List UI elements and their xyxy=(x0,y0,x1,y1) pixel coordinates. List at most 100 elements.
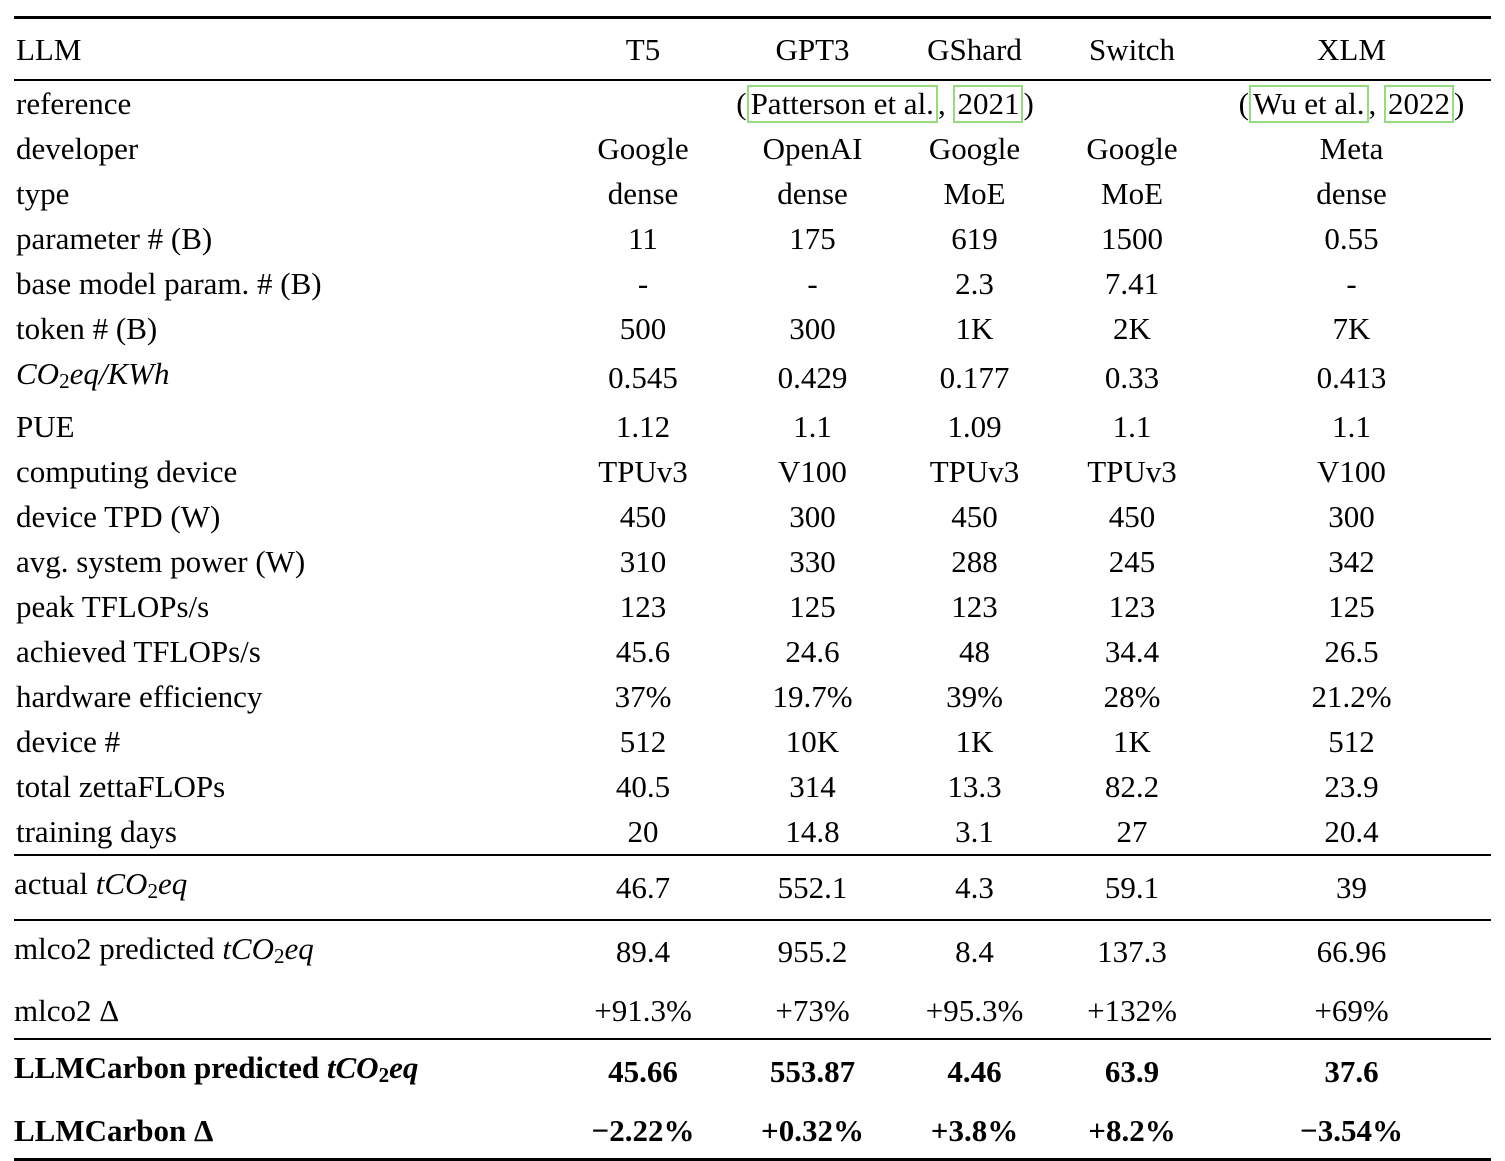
label-segment: base model param. # (B) xyxy=(16,266,322,301)
row-label: type xyxy=(14,171,558,216)
row-label: actual tCO2eq xyxy=(14,855,558,920)
label-segment: tCO xyxy=(95,865,148,901)
cell-value: V100 xyxy=(778,453,847,489)
cell-value: 553.87 xyxy=(769,1054,856,1090)
cell-value: 40.5 xyxy=(615,768,671,804)
citation-wu-2022-authors-link[interactable]: Wu et al. xyxy=(1248,85,1369,124)
label-segment: hardware efficiency xyxy=(16,678,263,714)
row-label: device TPD (W) xyxy=(14,494,558,539)
cell-value: - xyxy=(1346,266,1357,301)
cell-value: 450 xyxy=(619,498,667,534)
cell-value: 0.55 xyxy=(1324,221,1379,256)
table-row: CO2eq/KWh 0.545 0.429 0.177 0.33 0.413 xyxy=(14,351,1491,404)
table-row: type dense dense MoE MoE dense xyxy=(14,171,1491,216)
table-row: base model param. # (B) - - 2.3 7.41 - xyxy=(14,261,1491,306)
cell-value: +73% xyxy=(775,993,850,1029)
table-row: mlco2 Δ +91.3% +73% +95.3% +132% +69% xyxy=(14,983,1491,1039)
cell-value: TPUv3 xyxy=(929,453,1020,489)
cell-value: dense xyxy=(1316,176,1387,211)
cell-value: 39 xyxy=(1336,869,1367,905)
cell-value: 1.1 xyxy=(793,408,832,444)
citation-wu-2022-year-link[interactable]: 2022 xyxy=(1384,85,1454,124)
row-label: LLMCarbon Δ xyxy=(14,1103,558,1160)
cell-value: 245 xyxy=(1108,543,1156,579)
section-llmcarbon: LLMCarbon predicted tCO2eq 45.66 553.87 4.4… xyxy=(14,1039,1491,1160)
cell-value: 24.6 xyxy=(785,633,840,669)
label-segment: peak TFLOPs/s xyxy=(16,588,210,624)
cell-value: - xyxy=(637,266,649,301)
label-segment: achieved TFLOPs/s xyxy=(16,633,261,669)
table-row: reference (Patterson et al., 2021)(Wu et … xyxy=(14,80,1491,126)
column-header-xlm: XLM xyxy=(1317,32,1386,67)
cell-value: 1.12 xyxy=(615,408,671,444)
cell-value: 46.7 xyxy=(615,869,671,905)
header-row: LLM T5 GPT3 GShard Switch XLM xyxy=(14,17,1491,80)
cell-value: 1K xyxy=(955,311,994,346)
citation-patterson-2021-year-link[interactable]: 2021 xyxy=(953,85,1024,124)
label-segment: eq/KWh xyxy=(69,356,170,391)
row-label: peak TFLOPs/s xyxy=(14,584,558,629)
cell-value: +69% xyxy=(1314,993,1389,1029)
cell-value: 1.1 xyxy=(1332,408,1371,444)
label-segment: device TPD (W) xyxy=(16,498,221,534)
cell-value: 27 xyxy=(1116,813,1148,849)
table-row: actual tCO2eq 46.7 552.1 4.3 59.1 39 xyxy=(14,855,1491,920)
table-row: developer Google OpenAI Google Google Meta xyxy=(14,126,1491,171)
label-segment: mlco2 Δ xyxy=(14,993,120,1029)
label-segment: tCO xyxy=(326,1050,379,1086)
cell-value: 89.4 xyxy=(615,934,671,970)
cell-value: 19.7% xyxy=(772,678,853,714)
cell-value: 8.4 xyxy=(955,934,994,970)
cell-value: 20 xyxy=(627,813,659,849)
table-row: total zettaFLOPs 40.5 314 13.3 82.2 23.9 xyxy=(14,764,1491,809)
cell-value: 1.09 xyxy=(947,408,1002,444)
cell-value: 2K xyxy=(1113,311,1151,346)
cell-value: 1500 xyxy=(1101,221,1163,256)
label-segment: developer xyxy=(16,131,139,166)
cell-value: 3.1 xyxy=(955,813,994,849)
citation-patterson-2021-authors-link[interactable]: Patterson et al. xyxy=(746,85,938,124)
cell-value: 59.1 xyxy=(1104,869,1160,905)
table-row: peak TFLOPs/s 123 125 123 123 125 xyxy=(14,584,1491,629)
cell-value: +91.3% xyxy=(594,993,692,1029)
table-row: computing device TPUv3 V100 TPUv3 TPUv3 V100 xyxy=(14,449,1491,494)
cell-value: 26.5 xyxy=(1324,633,1379,669)
cell-value: 0.429 xyxy=(777,359,848,395)
cell-value: 10K xyxy=(785,723,840,759)
row-label: token # (B) xyxy=(14,306,558,351)
cell-value: 0.177 xyxy=(939,359,1010,395)
cell-value: 512 xyxy=(1328,723,1375,759)
cell-value: 300 xyxy=(789,311,836,346)
cell-value: 28% xyxy=(1103,678,1161,714)
cell-value: - xyxy=(807,266,818,301)
cell-value: +8.2% xyxy=(1088,1113,1176,1149)
cell-value: 0.33 xyxy=(1104,359,1160,395)
table-row: achieved TFLOPs/s 45.6 24.6 48 34.4 26.5 xyxy=(14,629,1491,674)
label-segment: eq xyxy=(389,1050,419,1086)
cell-value: +95.3% xyxy=(925,993,1024,1029)
cell-value: −2.22% xyxy=(591,1113,695,1149)
column-header-gshard: GShard xyxy=(927,32,1022,67)
column-header-gpt3: GPT3 xyxy=(775,32,850,67)
label-segment: avg. system power (W) xyxy=(16,543,306,579)
row-label: total zettaFLOPs xyxy=(14,764,558,809)
cell-value: Google xyxy=(1086,131,1178,166)
cell-value: dense xyxy=(777,176,848,211)
cell-value: 0.413 xyxy=(1316,359,1387,395)
row-label: avg. system power (W) xyxy=(14,539,558,584)
row-label: training days xyxy=(14,809,558,855)
label-segment: mlco2 predicted xyxy=(14,930,223,966)
cell-value: 342 xyxy=(1328,543,1375,579)
column-header-t5: T5 xyxy=(625,32,661,67)
label-segment: eq xyxy=(158,865,188,901)
row-label: LLMCarbon predicted tCO2eq xyxy=(14,1039,558,1103)
label-segment: PUE xyxy=(16,408,75,444)
table-row: avg. system power (W) 310 330 288 245 342 xyxy=(14,539,1491,584)
cell-value: 1K xyxy=(955,723,994,759)
column-header-llm: LLM xyxy=(16,32,82,67)
cell-value: +3.8% xyxy=(930,1113,1019,1149)
row-label: computing device xyxy=(14,449,558,494)
cell-value: 45.6 xyxy=(615,633,671,669)
label-segment: device # xyxy=(16,723,121,759)
section-model-specs: reference (Patterson et al., 2021)(Wu et … xyxy=(14,80,1491,855)
